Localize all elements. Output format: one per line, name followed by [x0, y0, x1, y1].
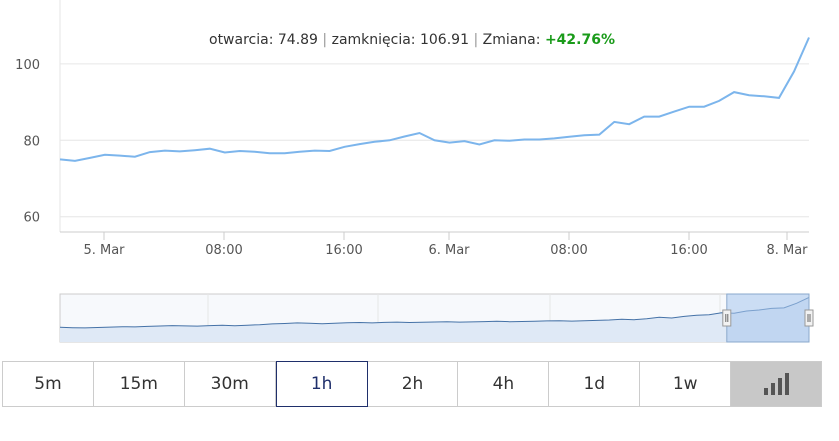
separator: |: [322, 32, 327, 48]
navigator[interactable]: 19. Jan2. Feb16. Feb2. Mar: [59, 293, 814, 343]
x-tick-label: 6. Mar: [428, 243, 470, 258]
open-value: 74.89: [278, 32, 318, 48]
navigator-handle-left[interactable]: [722, 309, 732, 327]
change-value: +42.76%: [545, 32, 615, 48]
y-tick-label: 100: [15, 58, 40, 73]
chart-type-button[interactable]: [731, 362, 822, 406]
y-tick-label: 80: [23, 134, 40, 149]
interval-2h-button[interactable]: 2h: [367, 362, 459, 406]
interval-30m-button[interactable]: 30m: [184, 362, 276, 406]
x-tick-label: 08:00: [550, 243, 587, 258]
interval-15m-button[interactable]: 15m: [93, 362, 185, 406]
interval-4h-button[interactable]: 4h: [458, 362, 550, 406]
navigator-handle-right[interactable]: [804, 309, 814, 327]
price-chart: 60 80 100 5. Mar 08:00 16:00 6. Mar 08:00 16:00…: [15, 0, 814, 343]
navigator-selection[interactable]: [726, 293, 810, 343]
x-tick-label: 8. Mar: [766, 243, 808, 258]
interval-1w-button[interactable]: 1w: [640, 362, 732, 406]
interval-1h-button[interactable]: 1h: [275, 361, 368, 407]
x-tick-label: 08:00: [205, 243, 242, 258]
interval-selector: 5m 15m 30m 1h 2h 4h 1d 1w: [2, 361, 822, 407]
change-label: Zmiana:: [483, 32, 541, 48]
navigator-line: [59, 296, 810, 329]
y-tick-label: 60: [23, 211, 40, 226]
interval-5m-button[interactable]: 5m: [3, 362, 94, 406]
x-tick-label: 16:00: [325, 243, 362, 258]
open-label: otwarcia:: [209, 32, 273, 48]
navigator-area: [60, 297, 809, 342]
separator: |: [473, 32, 478, 48]
summary-line: otwarcia: 74.89 | zamknięcia: 106.91 | Z…: [209, 32, 615, 48]
x-tick-label: 16:00: [670, 243, 707, 258]
x-tick-label: 5. Mar: [83, 243, 125, 258]
bar-chart-icon: [763, 373, 789, 395]
price-line: [59, 37, 810, 162]
close-label: zamknięcia:: [332, 32, 416, 48]
close-value: 106.91: [420, 32, 469, 48]
interval-1d-button[interactable]: 1d: [549, 362, 641, 406]
